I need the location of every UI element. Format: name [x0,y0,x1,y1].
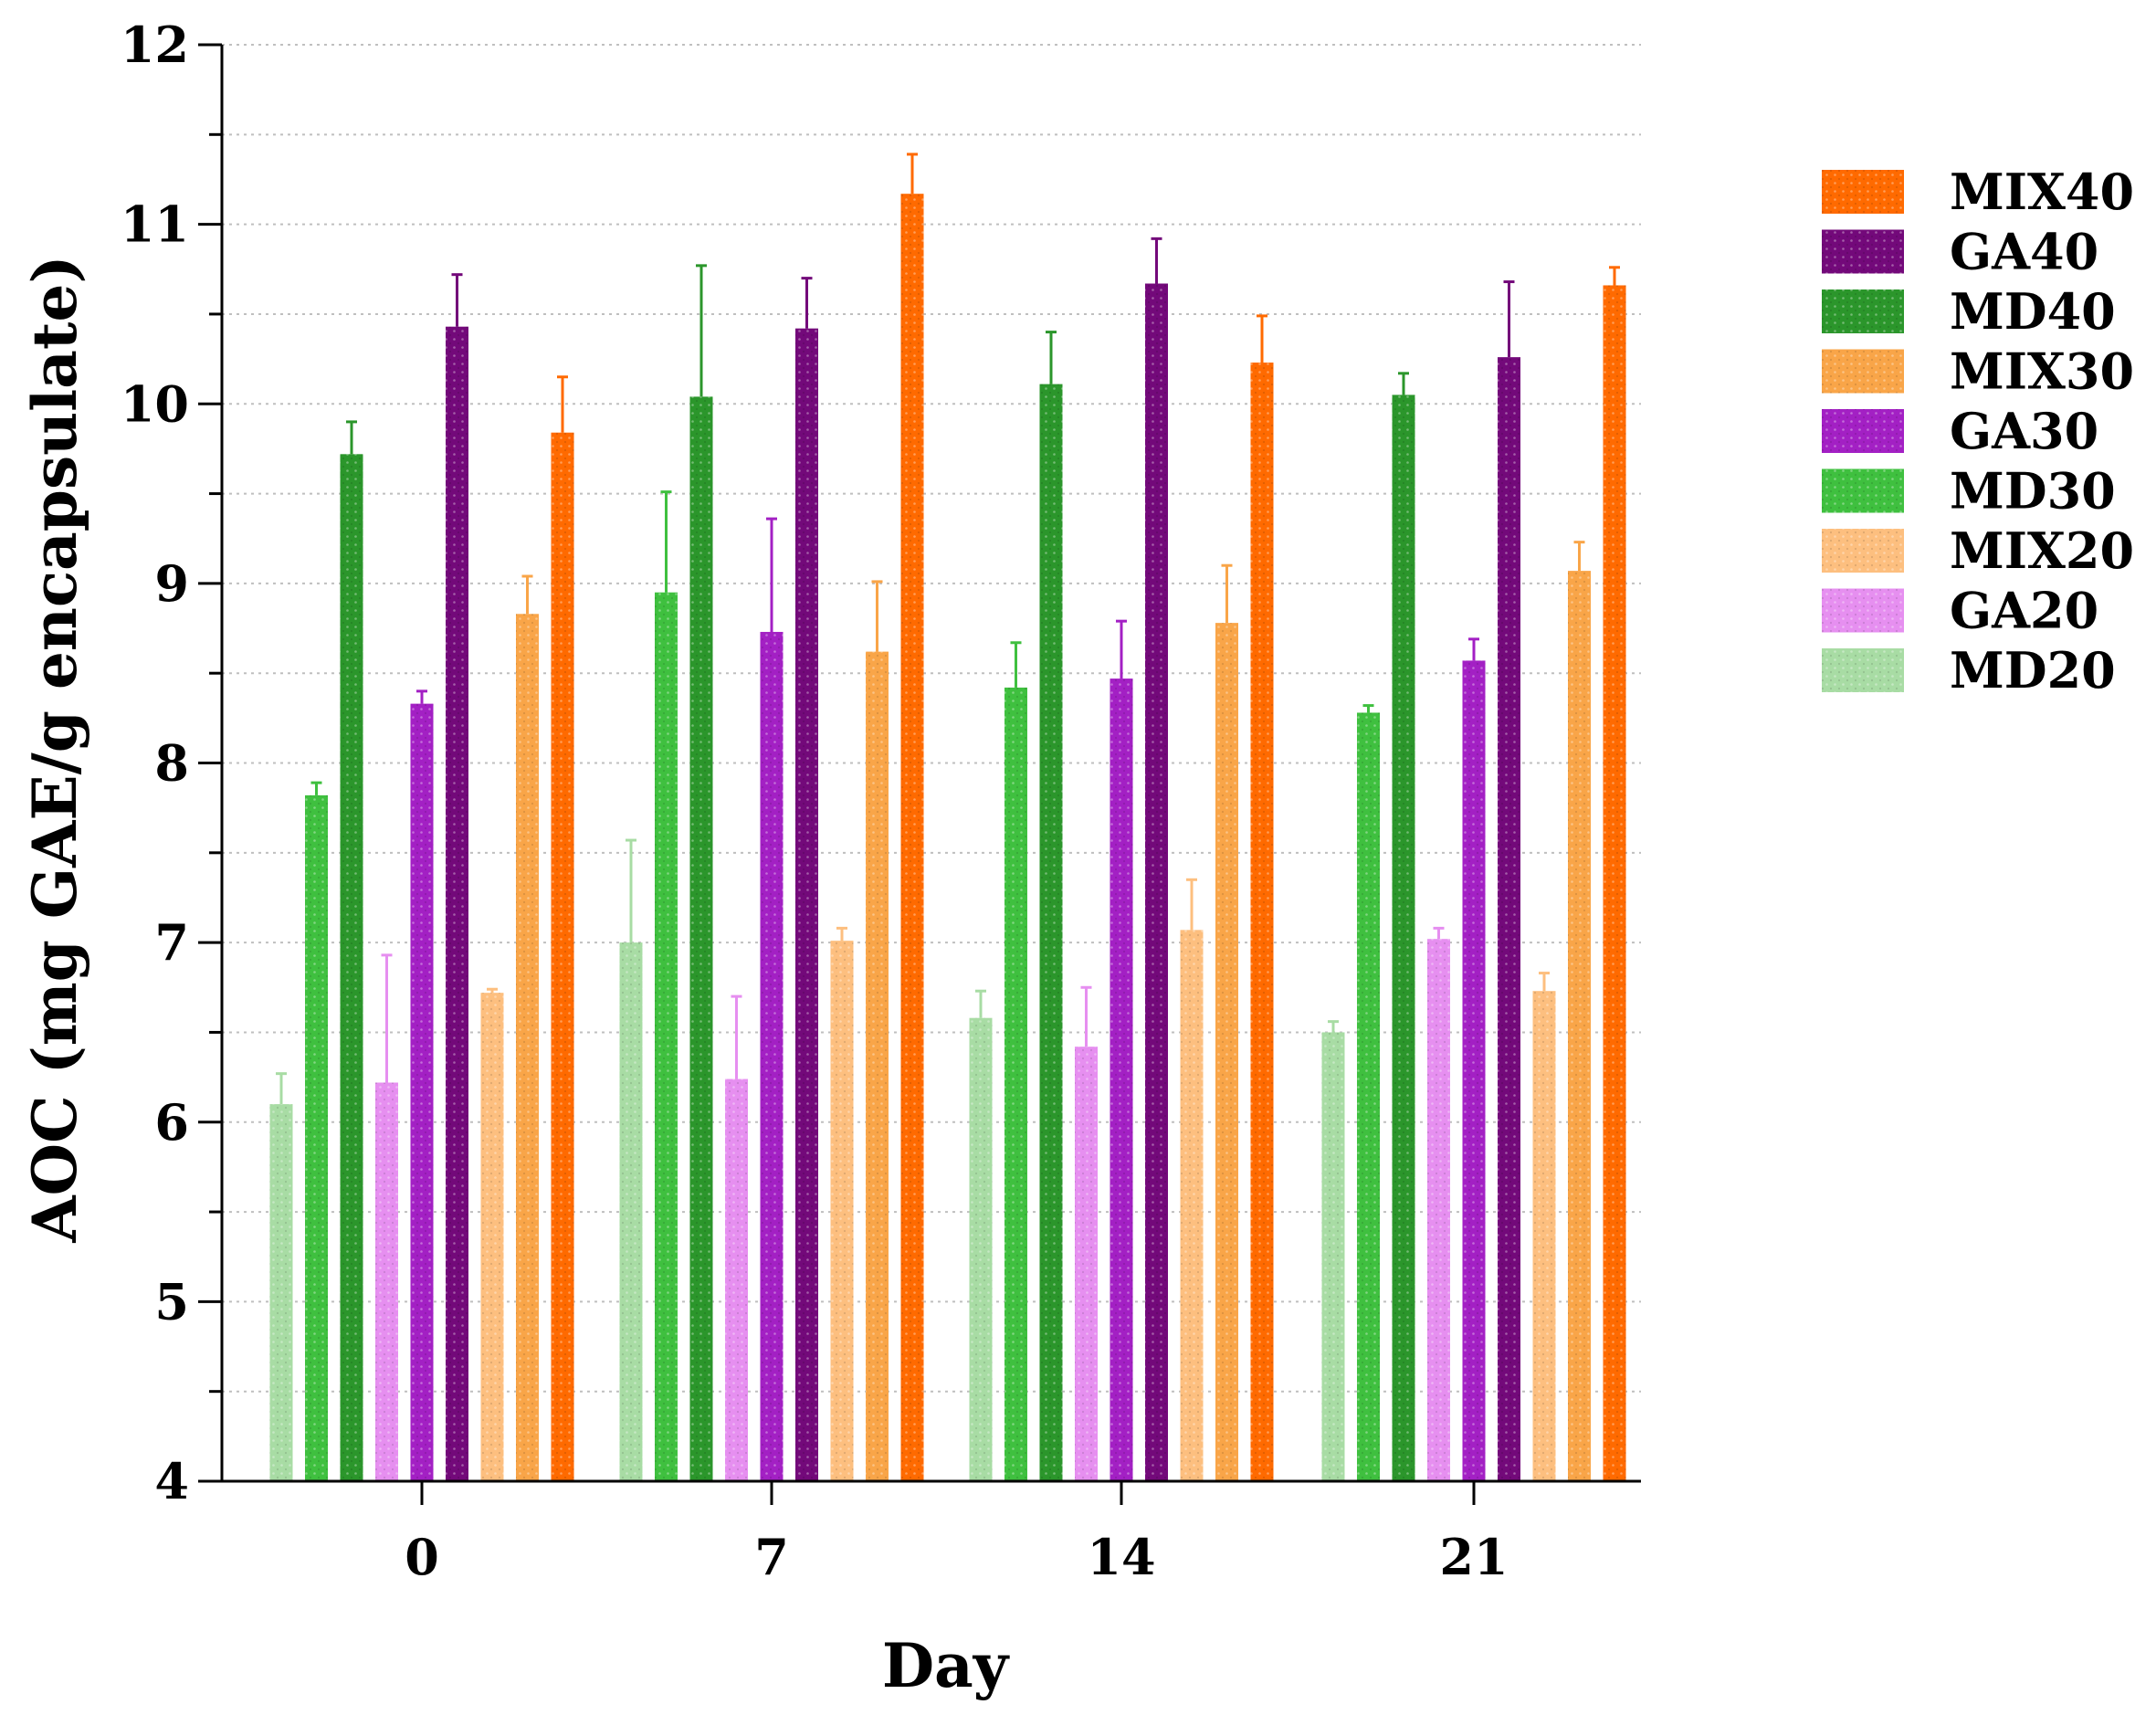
bar-texture [1110,679,1133,1481]
legend-label-mix40: MIX40 [1950,163,2134,221]
bar-texture [1498,357,1520,1482]
legend-swatch-texture [1822,349,1904,394]
y-tick-label: 12 [121,16,189,74]
bar-texture [866,651,889,1481]
legend-swatch-texture [1822,529,1904,573]
bar-texture [516,614,539,1481]
legend-label-md30: MD30 [1950,462,2116,521]
legend-label-md40: MD40 [1950,282,2116,341]
x-tick-label: 14 [1087,1528,1155,1586]
legend-swatch-texture [1822,468,1904,513]
bar-texture [480,993,504,1481]
bar-texture [1392,395,1415,1482]
bar-texture [410,703,434,1481]
legend-label-ga20: GA20 [1950,582,2098,640]
x-tick-label: 0 [405,1528,439,1586]
legend-swatch-texture [1822,229,1904,274]
bar-texture [1357,712,1380,1481]
bar-texture [760,631,784,1481]
bar-texture [1250,363,1274,1481]
y-tick-label: 6 [154,1093,189,1152]
x-tick-label: 21 [1439,1528,1508,1586]
bar-texture [655,592,678,1481]
y-tick-label: 7 [154,913,189,972]
bar-texture [830,941,854,1481]
bar-texture [1427,939,1450,1481]
legend-swatch-texture [1822,289,1904,333]
bar-texture [375,1082,398,1481]
y-tick-label: 8 [154,734,189,793]
bar-texture [446,326,468,1481]
x-tick-label: 7 [754,1528,789,1586]
bar-texture [689,396,713,1481]
bar-texture [1145,283,1168,1482]
y-tick-label: 9 [154,554,189,613]
bar-texture [1075,1047,1098,1481]
bar-texture [1004,687,1027,1481]
bar-texture [1215,623,1238,1481]
bar-texture [969,1017,993,1481]
legend-label-mix30: MIX30 [1950,342,2134,401]
bar-texture [1532,991,1556,1481]
legend-swatch-texture [1822,170,1904,214]
bar-texture [1603,285,1626,1481]
bar-texture [551,432,574,1482]
axes: 4 5 6 7 8 9 10 11 12 0 7 14 21 [121,16,1641,1586]
x-axis-title: Day [882,1630,1010,1701]
bar-texture [900,194,924,1482]
bar-texture [1039,384,1063,1482]
y-tick-label: 11 [121,195,189,254]
y-tick-label: 10 [121,374,189,433]
bar-texture [305,794,328,1481]
y-tick-label: 5 [154,1272,189,1331]
bar-texture [619,942,643,1481]
legend-swatch-texture [1822,588,1904,633]
bar-texture [340,454,363,1482]
bar-texture [725,1078,748,1481]
legend-label-ga40: GA40 [1950,223,2098,281]
bar-texture [1180,930,1204,1481]
legend-label-md20: MD20 [1950,641,2116,700]
bar-texture [795,328,818,1482]
legend-swatch-texture [1822,648,1904,692]
bars [269,153,1626,1482]
legend-swatch-texture [1822,409,1904,453]
bar-texture [1568,571,1591,1481]
bar-texture [269,1104,293,1481]
bar-texture [1321,1032,1345,1481]
bar-texture [1462,660,1486,1481]
legend-label-ga30: GA30 [1950,402,2098,460]
labels: Day AOC (mg GAE/g encapsulate) [19,255,1010,1701]
y-axis-title: AOC (mg GAE/g encapsulate) [19,255,90,1243]
legend-label-mix20: MIX20 [1950,521,2134,580]
y-tick-label: 4 [154,1452,189,1510]
